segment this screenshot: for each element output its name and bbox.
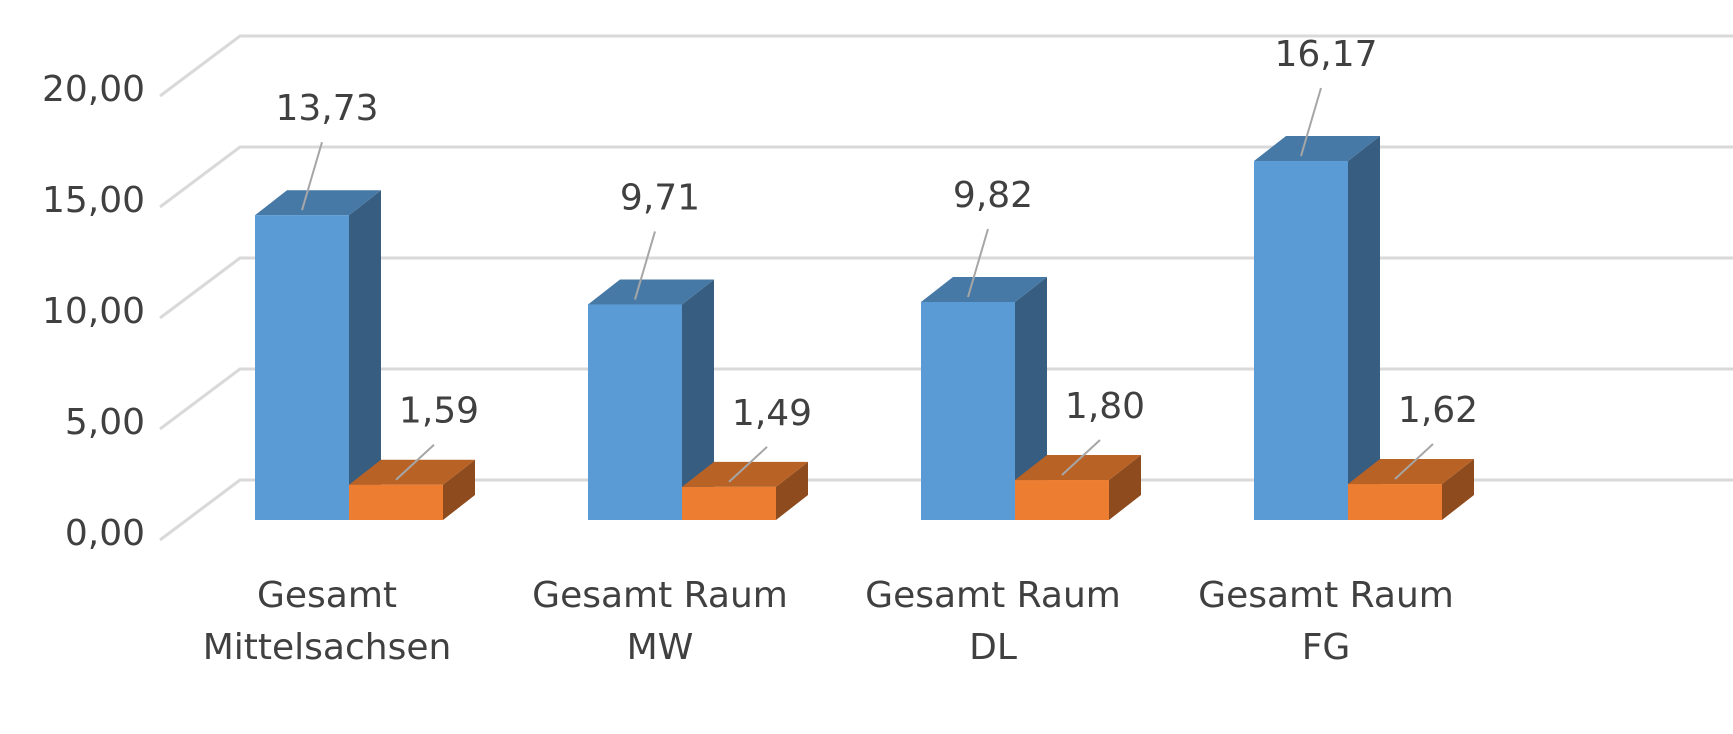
bar-side [1348, 136, 1380, 520]
bar-side [1109, 455, 1141, 520]
leader-line [1061, 439, 1101, 476]
data-label: 1,59 [399, 391, 479, 432]
bar-front [588, 304, 682, 520]
bar-top [1254, 136, 1380, 162]
y-tick-label: 5,00 [65, 402, 145, 443]
grid-line [159, 478, 1733, 542]
x-tick-label-line: Gesamt Raum [1198, 575, 1454, 616]
bar-top [1015, 455, 1141, 481]
x-tick-label-line: FG [1302, 627, 1351, 668]
x-tick-label-line: DL [969, 627, 1017, 668]
data-label: 16,17 [1274, 34, 1377, 75]
leader-line [395, 443, 435, 481]
bar-front [1015, 480, 1109, 520]
grid-line [159, 34, 1733, 98]
bar-top [255, 190, 381, 216]
data-label: 1,49 [732, 393, 812, 434]
leader-line [1300, 87, 1322, 157]
grid-line [159, 367, 1733, 431]
data-label: 9,71 [620, 177, 700, 218]
bar-front [1254, 161, 1348, 520]
data-label: 1,62 [1398, 390, 1478, 431]
y-tick-label: 10,00 [42, 291, 145, 332]
x-tick-label-line: MW [627, 627, 694, 668]
bar [349, 459, 475, 520]
x-tick-label-line: Gesamt Raum [532, 575, 788, 616]
data-label: 1,80 [1065, 386, 1145, 427]
bar-side [1015, 276, 1047, 520]
bar-side [349, 190, 381, 520]
x-tick-label: Gesamt Mittelsachsen [203, 575, 452, 668]
bar-side [443, 459, 475, 520]
leader-line [634, 231, 656, 300]
leader-line [1394, 443, 1434, 480]
grid-line [159, 256, 1733, 320]
leader-line [967, 228, 989, 298]
data-label: 9,82 [953, 175, 1033, 216]
bar-top [349, 459, 475, 485]
bar-side [1442, 459, 1474, 520]
bar-front [1348, 484, 1442, 520]
leader-line [301, 141, 323, 211]
x-tick-label: Gesamt Raum MW [532, 575, 788, 668]
x-tick-label: Gesamt Raum DL [865, 575, 1121, 668]
x-tick-label-line: Gesamt Raum [865, 575, 1121, 616]
bar [1254, 136, 1380, 520]
bar [255, 190, 381, 520]
bar-top [588, 279, 714, 305]
y-tick-label: 0,00 [65, 513, 145, 554]
bar-front [255, 215, 349, 520]
bar-front [682, 486, 776, 520]
leader-line [728, 446, 768, 483]
data-label: 13,73 [275, 88, 378, 129]
bar-front [349, 484, 443, 520]
bar [1015, 455, 1141, 520]
bar-front [921, 301, 1015, 520]
bar [588, 279, 714, 520]
bar-side [682, 279, 714, 520]
bar [1348, 459, 1474, 520]
bar [682, 461, 808, 520]
x-tick-label-line: Mittelsachsen [203, 627, 452, 668]
x-tick-label-line: Gesamt [257, 575, 397, 616]
y-tick-label: 20,00 [42, 69, 145, 110]
y-tick-label: 15,00 [42, 180, 145, 221]
bar-top [921, 276, 1047, 302]
grid-line [159, 145, 1733, 209]
bar-side [776, 461, 808, 520]
bar-top [1348, 459, 1474, 485]
bar-top [682, 461, 808, 487]
bar [921, 276, 1047, 520]
x-tick-label: Gesamt Raum FG [1198, 575, 1454, 668]
